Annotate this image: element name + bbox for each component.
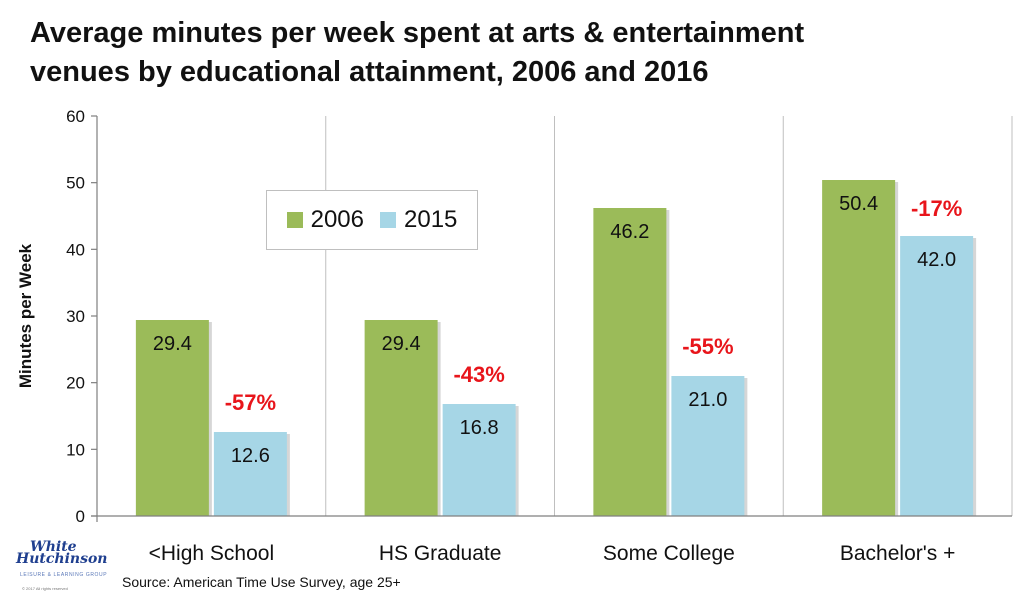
- chart-title-line-1: Average minutes per week spent at arts &…: [30, 17, 805, 49]
- chart-title: Average minutes per week spent at arts &…: [30, 14, 990, 92]
- x-tick-label: <High School: [149, 542, 275, 565]
- white-hutchinson-logo: White Hutchinson LEISURE & LEARNING GROU…: [14, 540, 110, 596]
- chart-legend: 2006 2015: [266, 190, 478, 250]
- y-tick-label: 50: [66, 174, 85, 193]
- bar-2006-1: [364, 320, 438, 516]
- y-tick-label: 0: [76, 507, 85, 526]
- logo-text-hutchinson: Hutchinson: [16, 551, 108, 567]
- legend-item-2006: 2006: [286, 206, 364, 234]
- logo-copyright: © 2017 All rights reserved: [22, 586, 68, 591]
- change-annotation: -55%: [682, 334, 733, 359]
- data-label: 46.2: [610, 221, 649, 243]
- source-note: Source: American Time Use Survey, age 25…: [122, 574, 401, 590]
- data-label: 21.0: [688, 389, 727, 411]
- bar-2006-3: [822, 180, 896, 516]
- legend-swatch-2006: [286, 212, 303, 228]
- change-annotation: -43%: [453, 362, 504, 387]
- logo-text-white: White: [30, 539, 77, 555]
- y-axis-label: Minutes per Week: [16, 243, 35, 388]
- change-annotation: -17%: [911, 196, 962, 221]
- x-tick-label: Bachelor's +: [840, 542, 956, 565]
- data-label: 42.0: [917, 249, 956, 271]
- x-tick-label: HS Graduate: [379, 542, 502, 565]
- change-annotation: -57%: [225, 390, 276, 415]
- x-tick-label: Some College: [603, 542, 735, 565]
- bar-2006-0: [135, 320, 209, 516]
- data-label: 16.8: [460, 417, 499, 439]
- y-tick-label: 10: [66, 440, 85, 459]
- y-tick-label: 40: [66, 240, 85, 259]
- y-tick-label: 60: [66, 107, 85, 126]
- legend-label-2015: 2015: [404, 206, 458, 233]
- chart-title-line-2: venues by educational attainment, 2006 a…: [30, 56, 709, 88]
- legend-swatch-2015: [380, 212, 396, 228]
- y-tick-label: 30: [66, 307, 85, 326]
- logo-subtitle: LEISURE & LEARNING GROUP: [20, 572, 108, 578]
- bar-2006-2: [593, 208, 667, 516]
- bar-2015-2: [671, 376, 745, 516]
- data-label: 29.4: [382, 333, 421, 355]
- legend-item-2015: 2015: [380, 206, 457, 234]
- y-tick-label: 20: [66, 374, 85, 393]
- data-label: 50.4: [839, 193, 878, 215]
- bar-2015-1: [442, 404, 516, 516]
- bar-2015-0: [213, 432, 287, 516]
- data-label: 29.4: [153, 333, 192, 355]
- data-label: 12.6: [231, 445, 270, 467]
- legend-label-2006: 2006: [310, 206, 364, 233]
- bar-2015-3: [900, 236, 974, 516]
